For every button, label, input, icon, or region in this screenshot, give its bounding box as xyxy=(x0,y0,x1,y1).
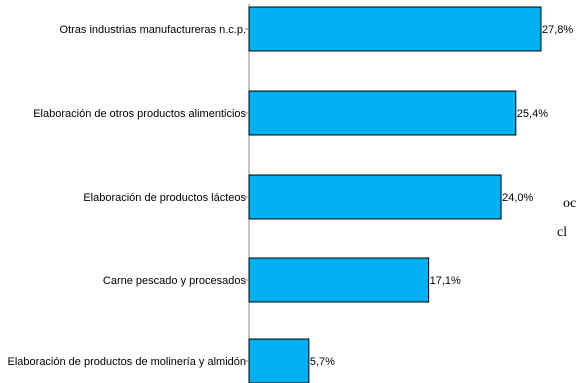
cutoff-text-1: oc xyxy=(563,196,577,211)
bar-4 xyxy=(248,257,430,303)
bar-2 xyxy=(248,90,517,136)
bar-5 xyxy=(248,338,310,383)
cutoff-text-2: cl xyxy=(557,225,568,240)
bar-3 xyxy=(248,174,502,220)
bar-1 xyxy=(248,6,542,52)
bars: Otras industrias manufactureras n.c.p. 27… xyxy=(8,6,573,383)
value-label-3: 24,0% xyxy=(502,192,533,204)
category-label-3: Elaboración de productos lácteos xyxy=(83,192,246,204)
category-label-4: Carne pescado y procesados xyxy=(103,275,247,287)
category-label-5: Elaboración de productos de molinería y … xyxy=(8,356,246,368)
value-label-2: 25,4% xyxy=(517,108,548,120)
value-label-1: 27,8% xyxy=(542,24,573,36)
value-label-5: 5,7% xyxy=(310,356,335,368)
category-label-2: Elaboración de otros productos alimentic… xyxy=(33,108,246,120)
value-label-4: 17,1% xyxy=(430,275,461,287)
category-label-1: Otras industrias manufactureras n.c.p. xyxy=(60,24,246,36)
